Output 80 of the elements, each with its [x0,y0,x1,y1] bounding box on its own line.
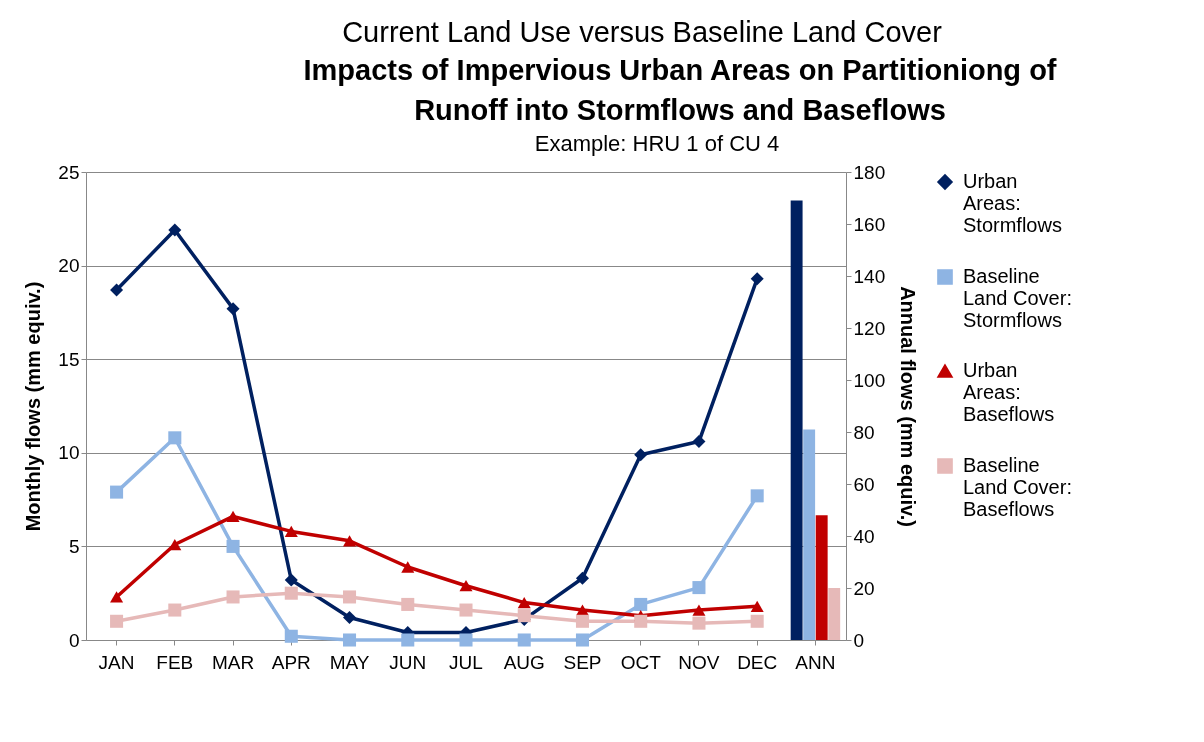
y2-tick-label: 60 [853,473,875,495]
point [110,485,124,499]
point [343,611,357,625]
x-tick-label: FEB [156,651,194,673]
point [168,603,182,617]
point [343,535,357,547]
point [401,597,415,611]
point [459,580,473,592]
point [168,223,182,237]
x-tick-label: JUN [389,651,427,673]
x-tick-label: JAN [98,651,135,673]
y2-tick-label: 180 [853,161,886,183]
point [284,525,298,538]
point [750,600,764,612]
y-tick-label: 20 [58,255,80,277]
y2-tick-label: 100 [853,369,886,391]
x-tick-label: JUL [449,651,483,673]
point [692,616,706,630]
y2-tick-label: 140 [853,265,886,287]
text: Example: HRU 1 of CU 4 [533,130,781,158]
x-tick-label: MAY [329,651,370,673]
x-tick-label: APR [271,651,311,673]
point [343,590,357,604]
point [575,614,589,628]
y-axis-title: Monthly flows (mm equiv.) [22,281,45,532]
point [168,538,182,551]
y2-axis-title: Annual flows (mm equiv.) [897,286,920,527]
point [226,539,240,553]
point [168,431,182,445]
y2-tick-label: 20 [853,577,875,599]
point [634,448,648,462]
y2-tick-label: 120 [853,317,886,339]
point [750,614,764,628]
point [284,573,298,587]
legend-label: Baseline Land Cover: Baseflows [963,454,1072,520]
x-tick-label: MAR [211,651,255,673]
point [343,633,357,647]
x-tick-label: DEC [737,651,778,673]
x-tick-label: NOV [678,651,720,673]
point [401,561,415,573]
point [284,586,298,600]
point [517,633,531,647]
point [692,435,706,449]
chart-subtitle: Impacts of Impervious Urban Areas on Partitioniong of Runoff into Stormflows and Baseflows [302,53,1058,128]
legend-label: Baseline Land Cover: Stormflows [963,265,1072,331]
y-tick-label: 0 [68,629,80,651]
legend-label: Urban Areas: Stormflows [963,170,1062,236]
point [575,633,589,647]
point [110,591,124,603]
legend-label: Urban Areas: Baseflows [963,359,1055,425]
x-tick-label: SEP [563,651,602,673]
x-tick-label: OCT [620,651,662,673]
point [226,510,240,523]
y-tick-label: 5 [68,535,80,557]
y2-tick-label: 160 [853,213,886,235]
y-tick-label: 10 [58,442,80,464]
y2-tick-label: 40 [853,525,875,547]
point [692,604,706,616]
point [517,596,531,609]
y2-tick-label: 80 [853,421,875,443]
chart-title: Current Land Use versus Baseline Land Cover [341,15,943,50]
x-tick-label: AUG [503,651,545,673]
point [110,614,124,628]
point [459,603,473,617]
y2-tick-label: 0 [853,629,865,651]
point [634,597,648,611]
point [750,489,764,503]
point [575,571,589,585]
y-tick-label: 25 [58,161,80,183]
point [226,302,240,316]
point [110,283,124,297]
x-tick-label: ANN [795,651,836,673]
y-tick-label: 15 [58,348,80,370]
point [401,633,415,647]
point [284,629,298,643]
point [226,590,240,604]
point [750,272,764,286]
point [634,614,648,628]
point [692,581,706,595]
point [459,633,473,647]
